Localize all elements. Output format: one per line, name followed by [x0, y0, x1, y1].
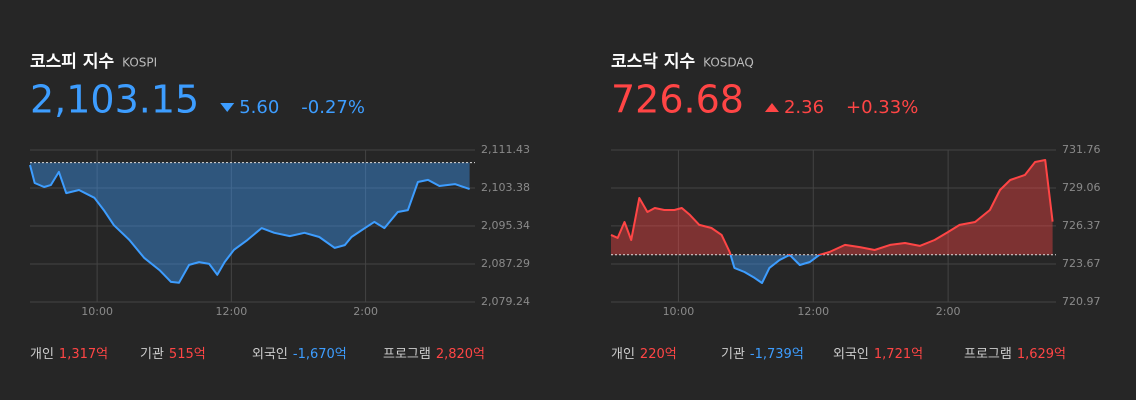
price-line [29, 164, 470, 284]
investor-flow: 개인 220억 [611, 347, 677, 362]
investor-flow: 외국인 1,721억 [833, 347, 923, 362]
y-tick-label: 726.37 [1062, 219, 1101, 232]
investor-name: 외국인 [833, 347, 869, 362]
x-tick-label: 2:00 [936, 305, 961, 318]
investor-name: 기관 [140, 347, 164, 362]
y-tick-label: 731.76 [1062, 143, 1101, 156]
area [611, 160, 1053, 283]
investor-name: 프로그램 [383, 347, 431, 362]
investor-flow: 개인 1,317억 [30, 347, 108, 362]
investor-value: 1,721억 [874, 347, 923, 362]
change-arrow [764, 103, 779, 112]
x-tick-label: 10:00 [663, 305, 695, 318]
y-tick-label: 2,111.43 [481, 143, 530, 156]
investor-value: 220억 [640, 347, 677, 362]
y-tick-label: 729.06 [1062, 181, 1101, 194]
index-price: 726.68 [611, 78, 744, 122]
investor-name: 외국인 [252, 347, 288, 362]
change: 2.36 [784, 97, 824, 118]
change-pct: -0.27% [301, 97, 365, 118]
investor-flow: 기관 515억 [140, 347, 206, 362]
investor-value: 515억 [169, 347, 206, 362]
index-code: KOSPI [122, 56, 157, 70]
investor-flow: 프로그램 2,820억 [383, 347, 485, 362]
y-tick-label: 2,087.29 [481, 257, 530, 270]
investor-name: 기관 [721, 347, 745, 362]
index-title: 코스피 지수 [30, 52, 114, 72]
investor-flow: 프로그램 1,629억 [964, 347, 1066, 362]
investor-value: 2,820억 [436, 347, 485, 362]
y-tick-label: 720.97 [1062, 295, 1101, 308]
investor-value: 1,629억 [1017, 347, 1066, 362]
change-pct: +0.33% [846, 97, 918, 118]
x-tick-label: 2:00 [353, 305, 378, 318]
index-title: 코스닥 지수 [611, 52, 695, 72]
x-tick-label: 12:00 [216, 305, 248, 318]
x-tick-label: 12:00 [797, 305, 829, 318]
index-price: 2,103.15 [30, 78, 199, 122]
y-tick-label: 2,095.34 [481, 219, 530, 232]
index-code: KOSDAQ [703, 56, 754, 70]
change-arrow [220, 103, 235, 112]
y-tick-label: 723.67 [1062, 257, 1101, 270]
y-tick-label: 2,103.38 [481, 181, 530, 194]
investor-flow: 외국인 -1,670억 [252, 347, 347, 362]
y-tick-label: 2,079.24 [481, 295, 530, 308]
investor-flow: 기관 -1,739억 [721, 347, 804, 362]
investor-value: 1,317억 [59, 347, 108, 362]
area [30, 162, 470, 283]
investor-value: -1,739억 [750, 347, 804, 362]
investor-name: 개인 [611, 347, 635, 362]
investor-value: -1,670억 [293, 347, 347, 362]
investor-name: 프로그램 [964, 347, 1012, 362]
price-line [610, 159, 1054, 284]
x-tick-label: 10:00 [81, 305, 113, 318]
investor-name: 개인 [30, 347, 54, 362]
change: 5.60 [239, 97, 279, 118]
